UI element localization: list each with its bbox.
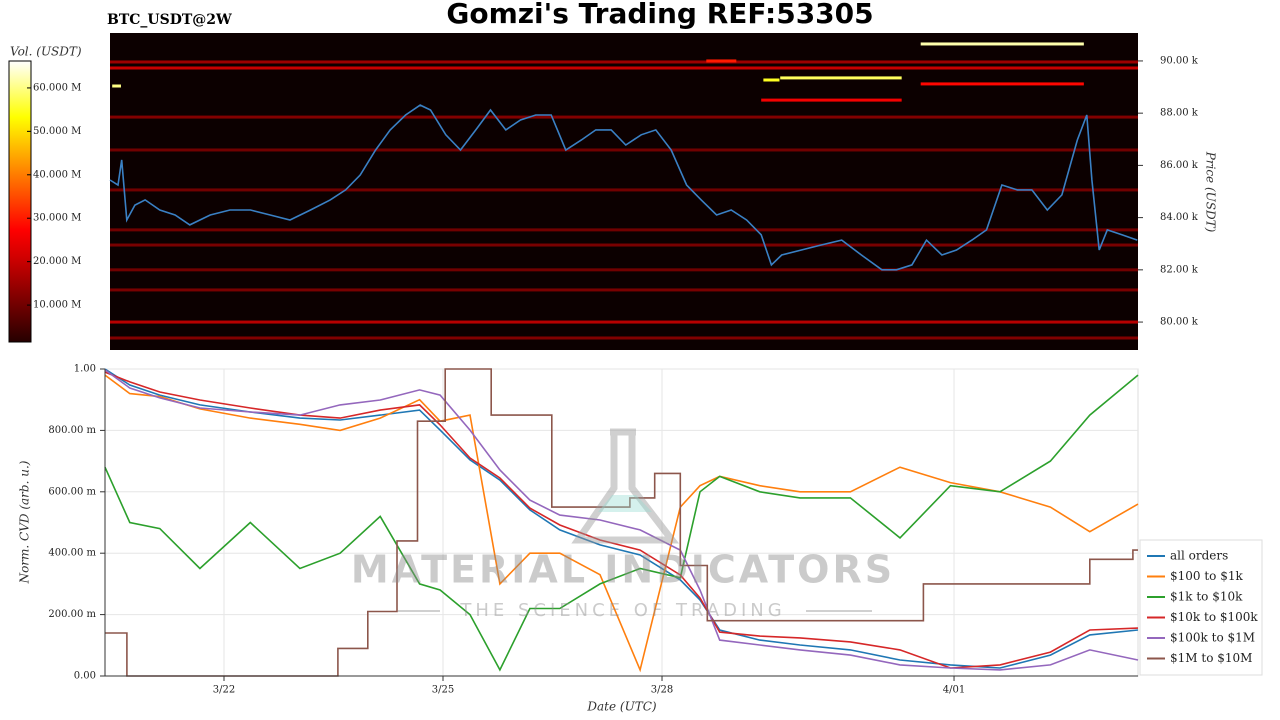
x-tick-label: 4/01 [943, 685, 965, 696]
heatmap-panel [109, 33, 1138, 350]
liquidity-level [110, 336, 1138, 340]
y-tick-label: 400.00 m [48, 548, 96, 559]
watermark-title: MATERIAL INDICATORS [351, 548, 895, 592]
colorbar-tick-label: 60.000 M [33, 82, 81, 93]
cvd-line [104, 374, 1139, 673]
cvd-line [104, 371, 1139, 669]
liquidity-level [920, 82, 1084, 86]
x-tick-label: 3/25 [432, 685, 454, 696]
y-tick-label: 90.00 k [1160, 55, 1199, 66]
liquidity-level [110, 66, 1138, 70]
colorbar [8, 60, 32, 343]
cvd-line [104, 368, 1139, 669]
legend: all orders $100 to $1k $1k to $10k $10k to … [1139, 539, 1263, 676]
liquidity-level [706, 59, 737, 63]
legend-label: $10k to $100k [1170, 610, 1258, 624]
liquidity-level [110, 268, 1138, 272]
x-tick-label: 3/22 [213, 685, 235, 696]
cvd-line [105, 368, 1138, 677]
price-line [109, 104, 1138, 271]
legend-box [1139, 539, 1263, 676]
legend-label: $100k to $1M [1170, 631, 1255, 645]
colorbar-tick-label: 50.000 M [33, 126, 81, 137]
legend-label: $1k to $10k [1170, 590, 1243, 604]
y-tick-label: 600.00 m [48, 486, 96, 497]
y-tick-label: 80.00 k [1160, 317, 1199, 328]
y-tick-label: 86.00 k [1160, 160, 1199, 171]
colorbar-tick-label: 40.000 M [33, 169, 81, 180]
y-axis-label: Norm. CVD (arb. u.) [18, 460, 32, 584]
watermark-flask [571, 428, 680, 544]
legend-label: $1M to $10M [1170, 651, 1252, 665]
legend-label: $100 to $1k [1170, 569, 1243, 583]
liquidity-level [110, 228, 1138, 232]
liquidity-level [110, 320, 1138, 324]
y-axis-label: Price (USDT) [1204, 151, 1218, 233]
legend-label: all orders [1170, 549, 1228, 563]
liquidity-level [112, 84, 121, 88]
colorbar-tick-label: 10.000 M [33, 300, 81, 311]
liquidity-level [110, 60, 1138, 64]
liquidity-level [920, 42, 1084, 46]
y-tick-label: 84.00 k [1160, 212, 1199, 223]
x-tick-label: 3/28 [651, 685, 673, 696]
heatmap-background [110, 33, 1138, 350]
liquidity-level [110, 288, 1138, 292]
colorbar-tick-label: 30.000 M [33, 213, 81, 224]
y-tick-label: 200.00 m [48, 609, 96, 620]
y-tick-label: 800.00 m [48, 425, 96, 436]
y-tick-label: 0.00 [74, 671, 96, 682]
liquidity-level [110, 188, 1138, 192]
x-axis-label: Date (UTC) [586, 700, 656, 714]
y-tick-label: 1.00 [74, 364, 96, 375]
liquidity-level [110, 243, 1138, 247]
plot-area [104, 368, 1139, 677]
chart-title: Gomzi's Trading REF:53305 [446, 0, 873, 30]
colorbar-label: Vol. (USDT) [10, 45, 82, 59]
cvd-panel [104, 368, 1139, 677]
colorbar-tick-label: 20.000 M [33, 256, 81, 267]
liquidity-level [761, 98, 902, 102]
y-tick-label: 82.00 k [1160, 264, 1199, 275]
liquidity-level [780, 76, 902, 80]
chart-subtitle: BTC_USDT@2W [107, 12, 232, 28]
cvd-line [104, 369, 1139, 671]
watermark-subtitle: THE SCIENCE OF TRADING [459, 600, 785, 621]
liquidity-level [110, 115, 1138, 119]
liquidity-level [763, 78, 780, 82]
liquidity-level [110, 148, 1138, 152]
y-tick-label: 88.00 k [1160, 108, 1199, 119]
cvd-line [104, 374, 1139, 672]
watermark-liquid [598, 495, 652, 512]
watermark: MATERIAL INDICATORS THE SCIENCE OF TRADI… [351, 428, 895, 621]
